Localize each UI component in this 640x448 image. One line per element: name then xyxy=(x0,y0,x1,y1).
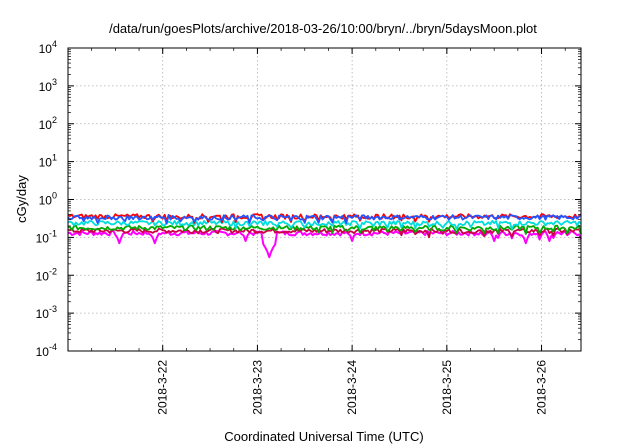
chart-title: /data/run/goesPlots/archive/2018-03-26/1… xyxy=(109,21,537,36)
x-axis: 2018-3-22 2018-3-23 2018-3-24 2018-3-25 2018… xyxy=(67,48,566,415)
y-tick-label: 10-4 xyxy=(36,342,57,359)
x-tick-label: 2018-3-23 xyxy=(250,360,264,415)
y-tick-label: 103 xyxy=(39,77,57,94)
y-tick-label: 10-1 xyxy=(36,228,57,245)
series-group xyxy=(67,213,582,259)
series-line xyxy=(67,229,582,259)
y-tick-label: 102 xyxy=(39,115,57,132)
y-tick-label: 101 xyxy=(39,153,57,170)
y-tick-label: 104 xyxy=(39,39,57,56)
x-axis-label: Coordinated Universal Time (UTC) xyxy=(224,429,423,444)
x-tick-label: 2018-3-24 xyxy=(345,360,359,415)
x-tick-label: 2018-3-26 xyxy=(535,360,549,415)
y-tick-label: 100 xyxy=(39,191,57,208)
grid xyxy=(68,48,581,351)
y-tick-label: 10-2 xyxy=(36,266,57,283)
y-axis: 10-4 10-3 10-2 10-1 100 101 102 103 104 xyxy=(36,39,581,359)
y-tick-label: 10-3 xyxy=(36,304,57,321)
x-tick-label: 2018-3-25 xyxy=(440,360,454,415)
series-line xyxy=(67,214,582,225)
x-tick-label: 2018-3-22 xyxy=(156,360,170,415)
series-line xyxy=(67,219,582,231)
y-axis-label: cGy/day xyxy=(14,175,29,223)
series-line xyxy=(67,224,582,235)
